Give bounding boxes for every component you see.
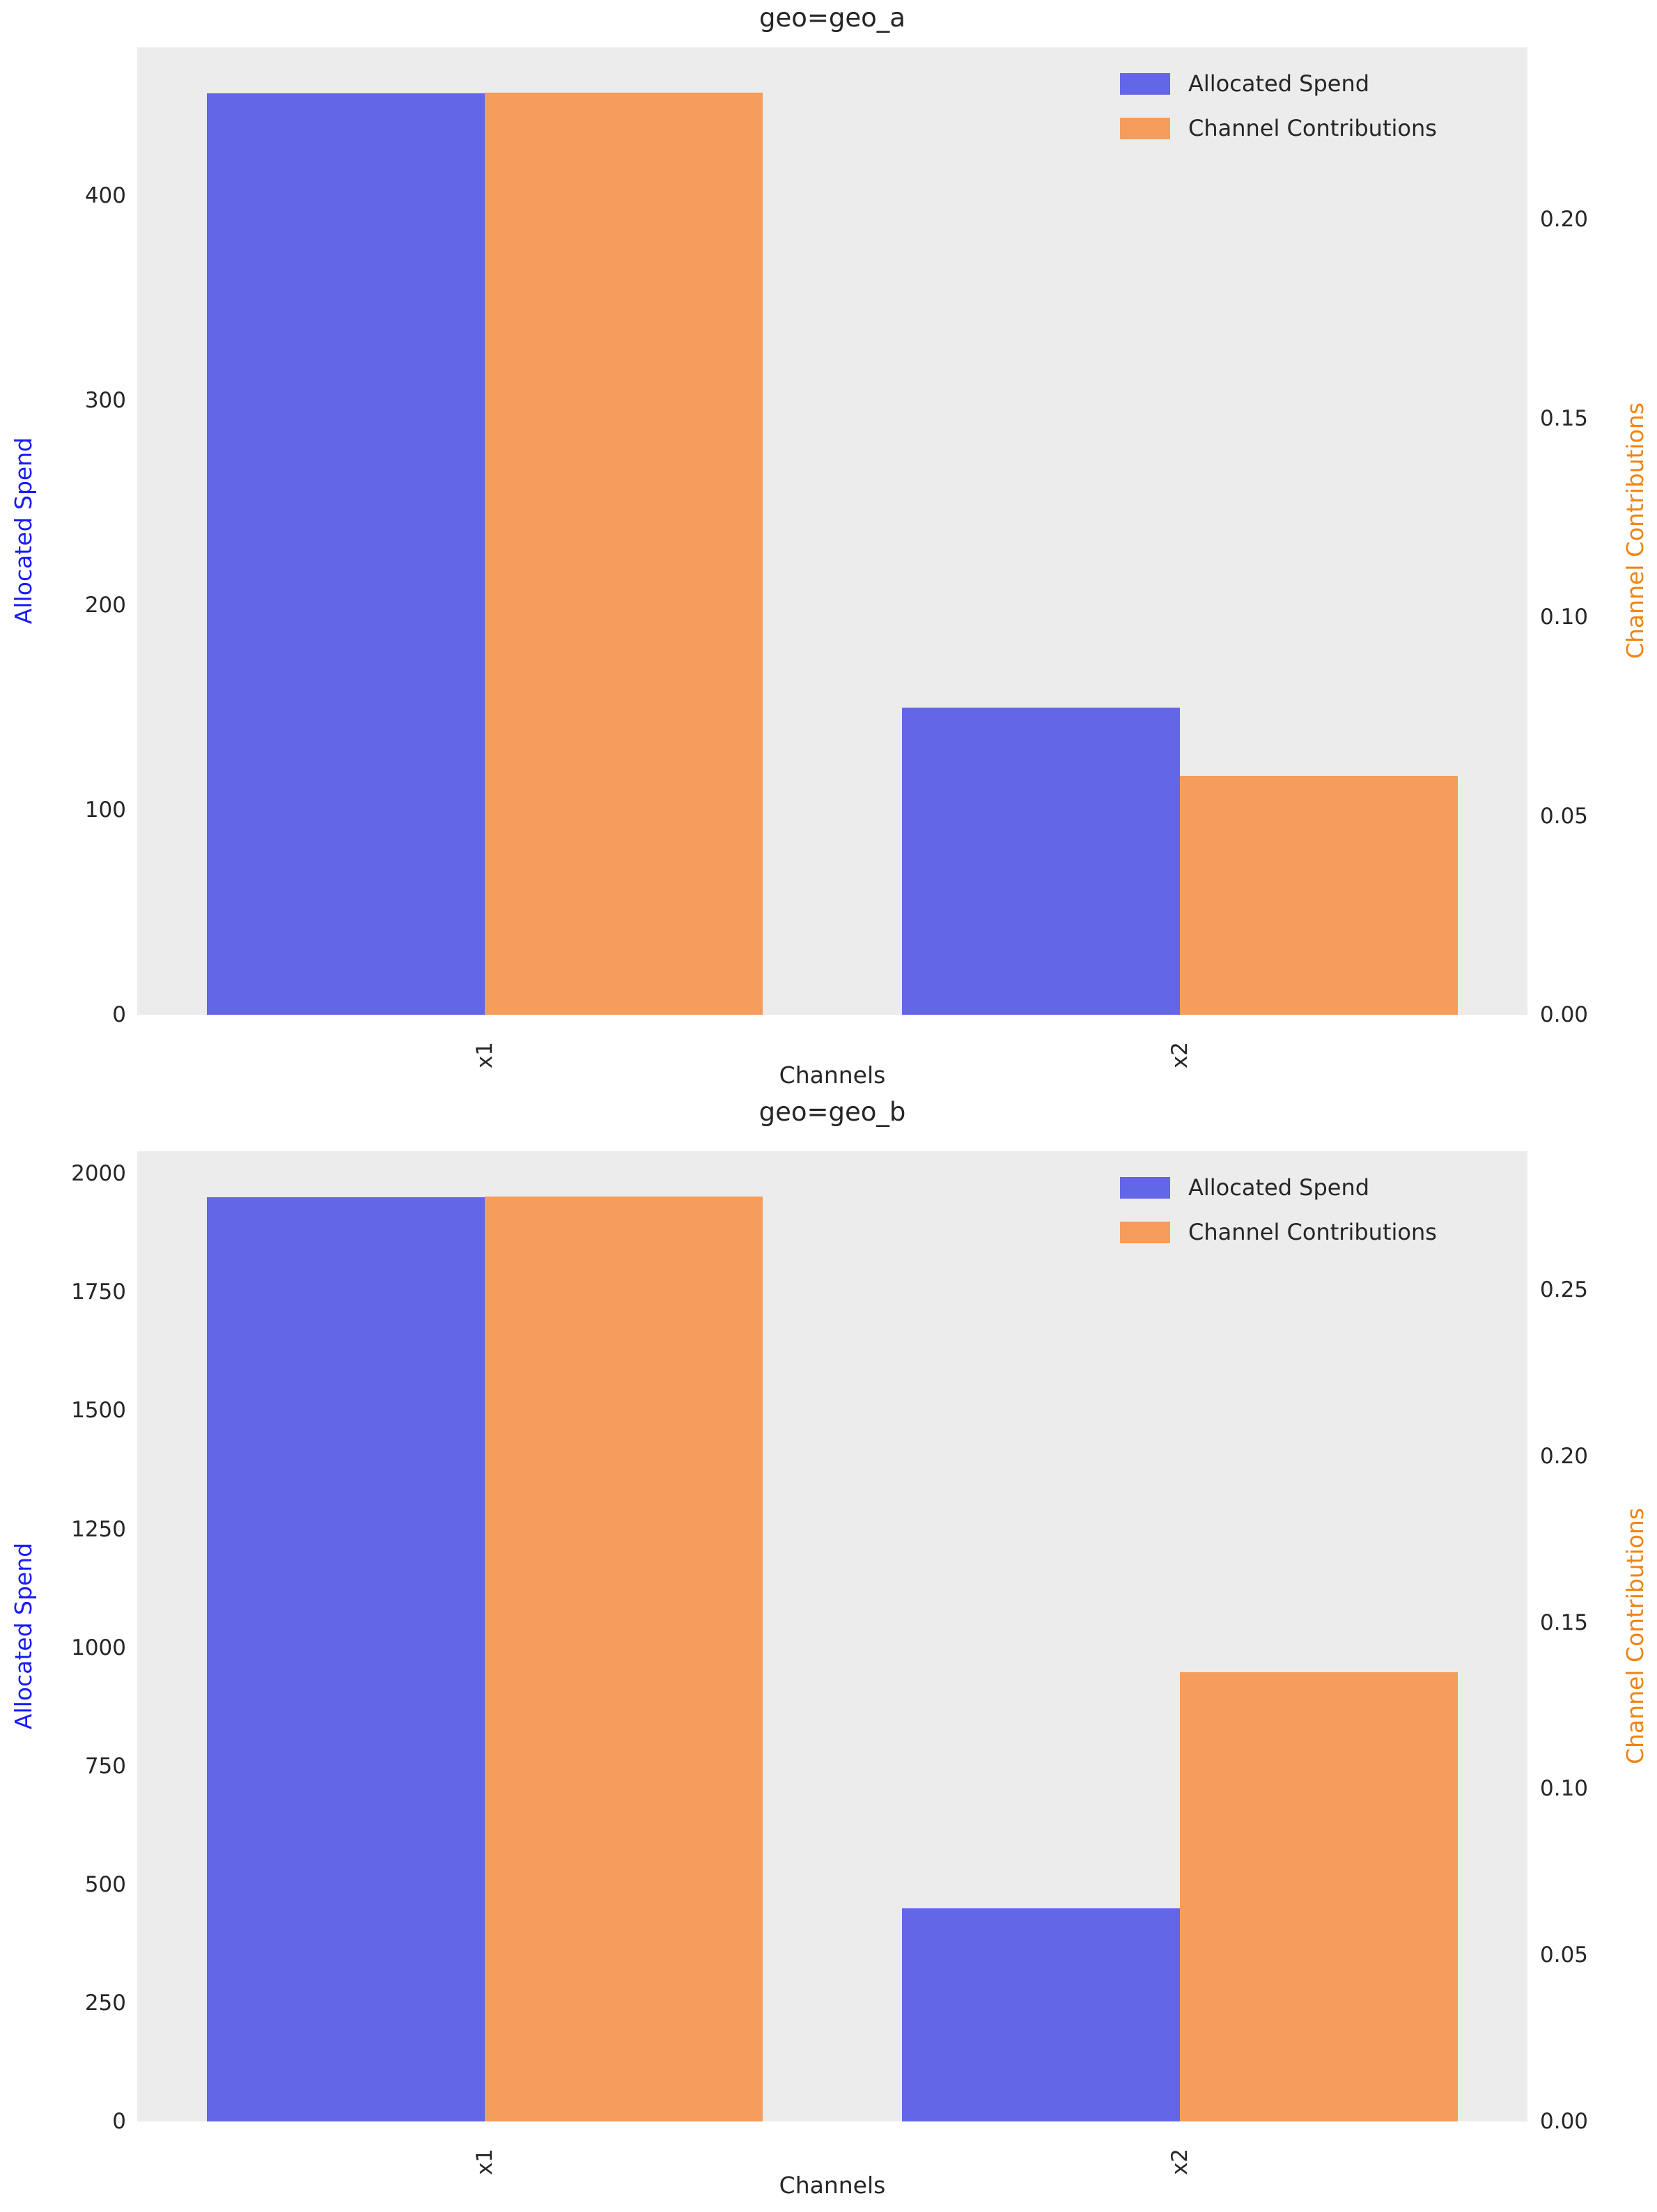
legend-swatch-allocated-spend-icon [1120, 1176, 1170, 1199]
y-axis-tick-left: 2000 [71, 1161, 126, 1187]
y-axis-tick-left: 0 [112, 2109, 126, 2134]
legend-label: Channel Contributions [1188, 115, 1437, 141]
x-axis-label: Channels [779, 1061, 886, 1089]
y-axis-tick-left: 750 [84, 1753, 126, 1779]
legend: Allocated Spend Channel Contributions [1120, 70, 1437, 141]
y-axis-tick-right: 0.15 [1540, 1610, 1589, 1635]
legend-item-channel-contributions: Channel Contributions [1120, 115, 1437, 141]
y-axis-tick-left: 1750 [71, 1279, 126, 1305]
chart-geo-a: geo=geo_a Allocated Spend Channel Contri… [0, 0, 1657, 1094]
legend-item-allocated-spend: Allocated Spend [1120, 1174, 1437, 1201]
y-axis-tick-left: 1000 [71, 1635, 126, 1660]
legend-swatch-channel-contributions-icon [1120, 1221, 1170, 1243]
bar-channel-contributions-x2 [1180, 776, 1458, 1015]
y-axis-tick-left: 250 [84, 1990, 126, 2016]
legend-swatch-allocated-spend-icon [1120, 72, 1170, 95]
legend-swatch-channel-contributions-icon [1120, 117, 1170, 139]
legend: Allocated Spend Channel Contributions [1120, 1174, 1437, 1245]
legend-item-channel-contributions: Channel Contributions [1120, 1219, 1437, 1245]
x-axis-label: Channels [779, 2172, 886, 2199]
y-axis-tick-left: 100 [84, 797, 126, 823]
bar-channel-contributions-x1 [485, 92, 763, 1015]
chart-title: geo=geo_b [759, 1097, 906, 1127]
plot-area: 0 100 200 300 400 0.00 0.05 0.10 0.15 0.20 x1 x2 [85, 47, 1588, 1068]
y-axis-tick-right: 0.10 [1540, 605, 1589, 630]
y-axis-tick-left: 1500 [71, 1398, 126, 1424]
y-axis-tick-right: 0.05 [1540, 803, 1589, 829]
y-axis-tick-right: 0.00 [1540, 1002, 1589, 1027]
bar-allocated-spend-x2 [901, 708, 1180, 1015]
y-axis-tick-right: 0.10 [1540, 1776, 1589, 1802]
legend-item-allocated-spend: Allocated Spend [1120, 70, 1437, 97]
y-axis-tick-right: 0.00 [1540, 2109, 1589, 2134]
y-axis-tick-right: 0.20 [1540, 207, 1589, 233]
y-axis-label-right: Channel Contributions [1621, 402, 1649, 660]
bar-allocated-spend-x2 [901, 1908, 1180, 2121]
legend-label: Allocated Spend [1188, 1174, 1370, 1201]
legend-label: Channel Contributions [1188, 1219, 1437, 1245]
bar-channel-contributions-x1 [485, 1197, 763, 2121]
chart-title: geo=geo_a [759, 3, 905, 33]
y-axis-label-right: Channel Contributions [1621, 1507, 1649, 1765]
plot-area: 0 250 500 750 1000 1250 1500 1750 2000 0.00 0.05 0.… [71, 1151, 1588, 2175]
y-axis-tick-right: 0.25 [1540, 1277, 1589, 1303]
legend-label: Allocated Spend [1188, 70, 1370, 97]
bar-allocated-spend-x1 [206, 93, 485, 1015]
y-axis-tick-left: 200 [84, 593, 126, 618]
y-axis-tick-right: 0.15 [1540, 405, 1589, 431]
y-axis-label-left: Allocated Spend [10, 437, 37, 625]
y-axis-tick-left: 0 [112, 1002, 126, 1027]
y-axis-tick-left: 300 [84, 388, 126, 414]
y-axis-tick-right: 0.20 [1540, 1443, 1589, 1469]
bar-channel-contributions-x2 [1180, 1672, 1458, 2121]
chart-geo-b: geo=geo_b Allocated Spend Channel Contri… [0, 1094, 1657, 2212]
y-axis-tick-left: 500 [84, 1871, 126, 1897]
bar-allocated-spend-x1 [206, 1197, 485, 2121]
y-axis-tick-right: 0.05 [1540, 1942, 1589, 1968]
y-axis-tick-left: 400 [84, 183, 126, 209]
y-axis-label-left: Allocated Spend [10, 1542, 37, 1730]
y-axis-tick-left: 1250 [71, 1516, 126, 1542]
